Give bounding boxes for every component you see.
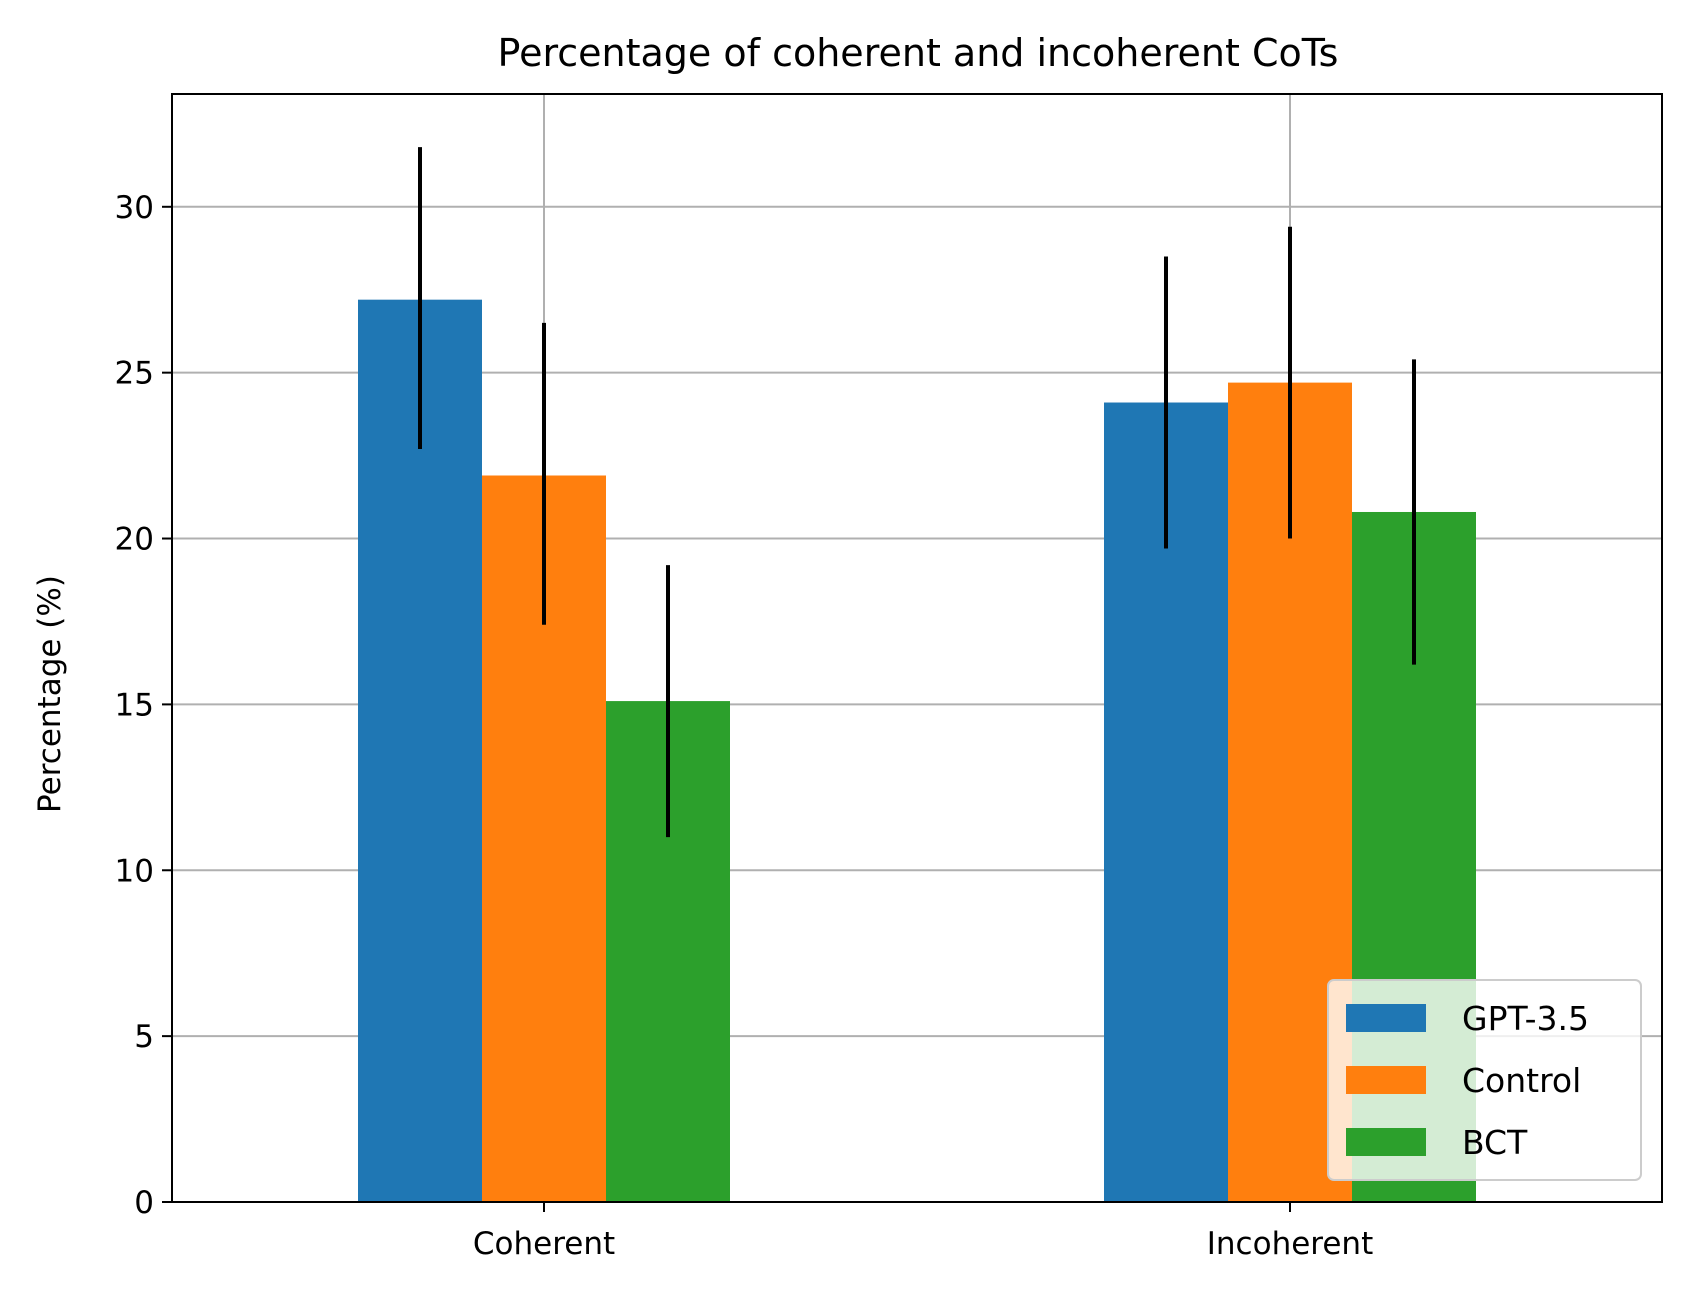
y-tick-label: 10 — [115, 853, 154, 889]
x-tick-label: Coherent — [473, 1226, 615, 1262]
y-tick-label: 15 — [115, 687, 154, 723]
legend-swatch — [1346, 1128, 1426, 1156]
bar — [358, 299, 482, 1202]
axis-ticks: 0 5 10 15 20 25 30 Coherent Incoherent — [115, 190, 1374, 1262]
legend-swatch — [1346, 1004, 1426, 1032]
y-tick-label: 25 — [115, 356, 154, 392]
y-tick-label: 5 — [134, 1019, 154, 1055]
y-tick-label: 30 — [115, 190, 154, 226]
legend-label: BCT — [1462, 1123, 1528, 1162]
legend-label: Control — [1462, 1061, 1581, 1100]
legend-swatch — [1346, 1066, 1426, 1094]
chart-title: Percentage of coherent and incoherent Co… — [498, 31, 1339, 75]
x-tick-label: Incoherent — [1207, 1226, 1373, 1262]
error-bars — [418, 147, 1416, 838]
plot-frame — [171, 93, 1663, 1203]
y-tick-label: 20 — [115, 522, 154, 558]
legend-label: GPT-3.5 — [1462, 999, 1589, 1038]
legend: GPT-3.5 Control BCT — [1327, 979, 1642, 1181]
y-axis-label: Percentage (%) — [32, 575, 68, 813]
y-tick-label: 0 — [134, 1185, 154, 1221]
